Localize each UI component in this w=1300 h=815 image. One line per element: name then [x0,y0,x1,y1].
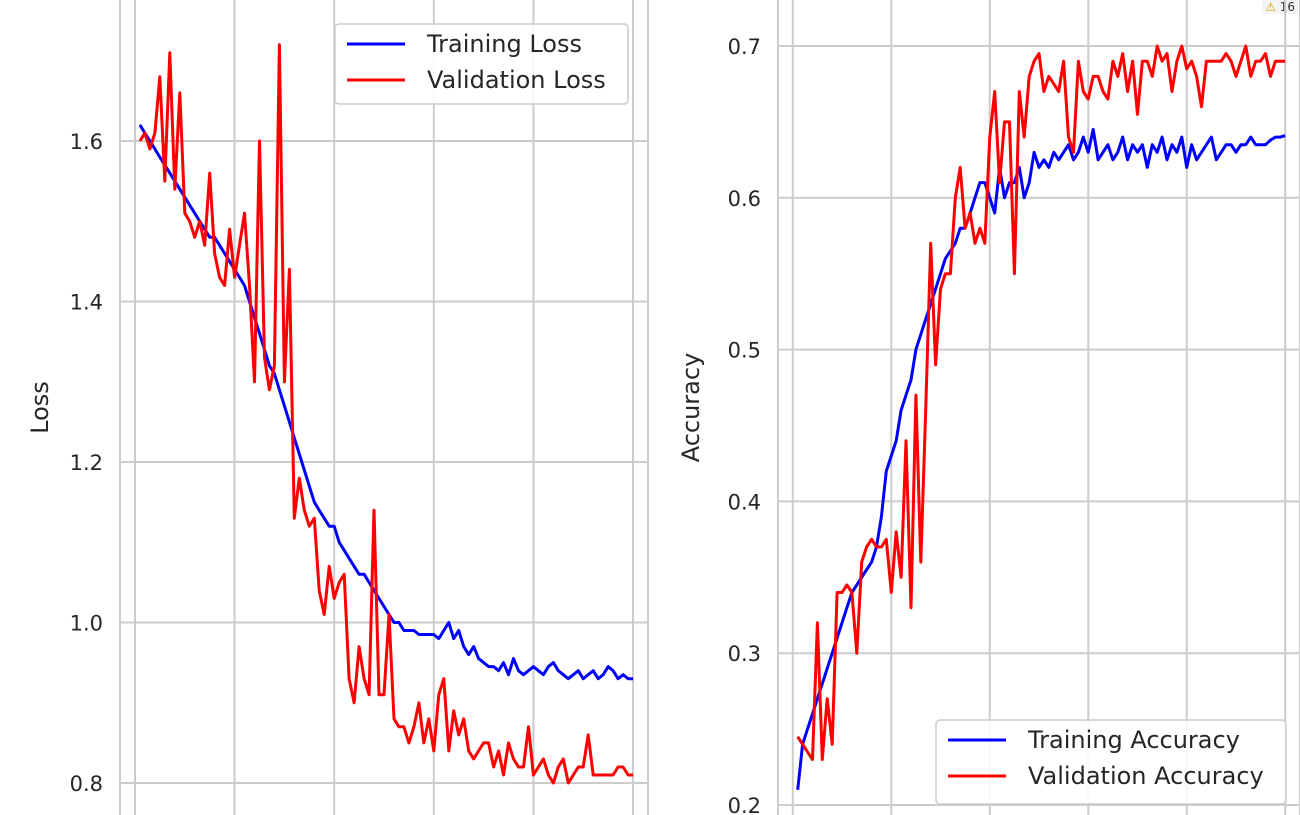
chart-panel-2: 0.2 0.3 0.4 0.5 0.6 0.7 Accuracy Training Accur… [677,0,1300,815]
y-tick-label: 0.7 [728,35,761,59]
y-tick-label: 1.0 [70,612,103,636]
legend: Training Accuracy Validation Accuracy [935,719,1287,805]
y-tick-label: 0.2 [728,794,761,815]
legend-box [334,23,629,105]
legend-label: Validation Accuracy [1028,762,1264,790]
legend-label: Training Accuracy [1027,726,1240,754]
y-axis-label: Accuracy [677,353,705,463]
y-tick-label: 0.5 [728,339,761,363]
warning-icon: ⚠ [1265,0,1276,14]
y-tick-label: 0.6 [728,187,761,211]
warning-count: 16 [1279,0,1295,14]
warning-badge[interactable]: ⚠ 16 [1262,0,1298,14]
y-tick-label: 0.8 [70,772,103,796]
legend-box [935,719,1287,805]
y-tick-label: 1.6 [70,130,103,154]
series-line-training-loss [138,124,634,681]
series-line-validation-accuracy [796,44,1286,761]
chart-panel-1: 0.8 1.0 1.2 1.4 1.6 Loss Training Loss Validati… [26,0,649,815]
y-tick-label: 0.4 [728,490,761,514]
y-tick-label: 1.4 [70,291,103,315]
y-tick-label: 1.2 [70,451,103,475]
series-line-validation-loss [138,43,634,785]
y-tick-label: 0.3 [728,642,761,666]
legend-label: Validation Loss [427,66,606,94]
y-axis-label: Loss [26,381,54,434]
legend-label: Training Loss [426,30,582,58]
series-line-training-accuracy [796,128,1286,790]
legend: Training Loss Validation Loss [334,23,629,105]
